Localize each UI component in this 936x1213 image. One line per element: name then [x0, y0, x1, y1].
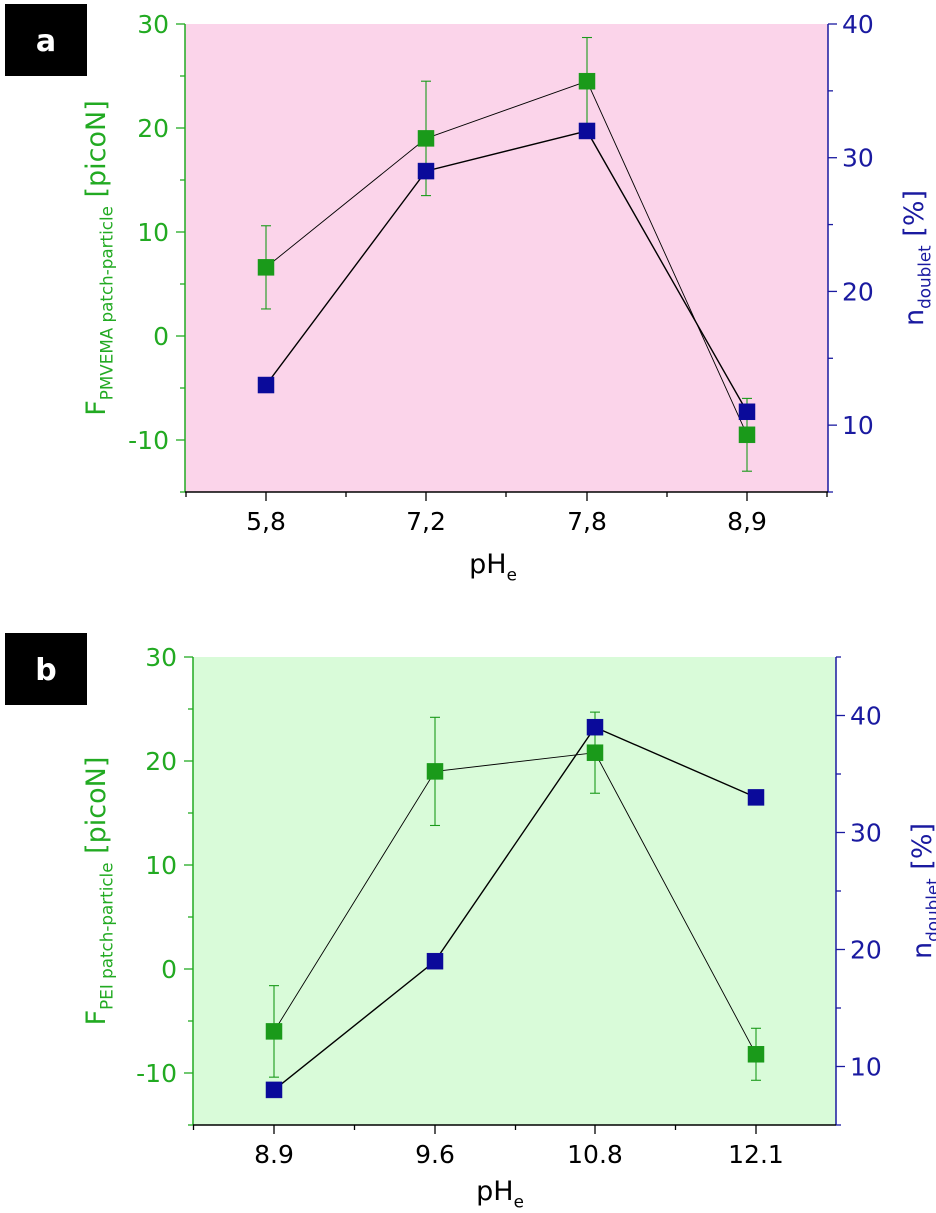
right-axis-label-unit: [%] — [899, 190, 930, 245]
data-point-right — [586, 718, 604, 736]
x-axis-label-main: pH — [476, 1176, 513, 1207]
right-axis-label: ndoublet [%] — [899, 190, 935, 326]
x-tick-label: 7,2 — [406, 507, 446, 536]
left-tick-label: -10 — [128, 426, 169, 455]
data-point-left — [417, 130, 435, 147]
right-axis-label-main: n — [899, 309, 930, 326]
right-tick-label: 10 — [842, 411, 874, 440]
series-line-left — [265, 80, 748, 435]
data-point-left — [426, 763, 444, 780]
left-tick-label: 0 — [153, 322, 169, 351]
x-axis-label: pHe — [476, 1176, 524, 1212]
x-tick-label: 7,8 — [567, 507, 607, 536]
x-axis-label-main: pH — [469, 549, 506, 580]
x-tick-label: 5,8 — [246, 507, 286, 536]
x-tick-label: 8,9 — [727, 507, 767, 536]
right-axis-label-group: ndoublet [%] — [907, 823, 936, 959]
left-tick-label: 10 — [145, 851, 177, 880]
left-tick-label: -10 — [136, 1059, 177, 1088]
x-tick-label: 8.9 — [254, 1140, 294, 1169]
series-line-left — [273, 752, 757, 1055]
right-tick-label: 20 — [842, 277, 874, 306]
right-tick-label: 30 — [842, 144, 874, 173]
left-axis-label: FPEI patch-particle [picoN] — [81, 757, 117, 1026]
right-tick-label: 30 — [850, 819, 882, 848]
x-axis-label: pHe — [469, 549, 517, 585]
chart-panel-b: b 30 20 10 0 -10 40 30 20 10 8.9 9.6 10.8 12.1 pHe FPEI… — [5, 633, 936, 1212]
plot-area — [193, 657, 836, 1125]
right-tick-label: 40 — [842, 10, 874, 39]
data-point-left — [257, 259, 275, 276]
series-line-right — [265, 130, 748, 413]
right-tick-label: 40 — [850, 702, 882, 731]
x-axis-label-sub: e — [514, 1192, 524, 1212]
panel-badge — [5, 4, 87, 76]
plot-area — [185, 24, 828, 492]
x-tick-label: 9.6 — [415, 1140, 455, 1169]
data-point-left — [265, 1023, 283, 1040]
left-tick-label: 20 — [145, 747, 177, 776]
left-axis-label-main: F — [81, 1010, 112, 1026]
left-axis-label-group: FPMVEMA patch-particle [picoN] — [81, 100, 117, 416]
left-tick-label: 10 — [137, 218, 169, 247]
data-point-right — [738, 403, 756, 421]
data-point-right — [426, 952, 444, 970]
data-point-right — [265, 1081, 283, 1099]
data-point-right — [578, 122, 596, 140]
left-axis-label-main: F — [81, 400, 112, 416]
data-point-left — [586, 744, 604, 761]
left-tick-label: 20 — [137, 114, 169, 143]
x-tick-label: 12.1 — [728, 1140, 784, 1169]
left-axis-label-sub: PEI patch-particle — [97, 863, 117, 1010]
right-axis-label-sub: doublet — [923, 878, 936, 942]
left-tick-label: 30 — [137, 10, 169, 39]
left-axis-label-unit: [picoN] — [81, 757, 112, 863]
series-line-right — [273, 726, 757, 1091]
data-point-left — [578, 72, 596, 90]
data-point-right — [417, 162, 435, 180]
left-axis-label-sub: PMVEMA patch-particle — [97, 206, 117, 400]
right-axis-label-group: ndoublet [%] — [899, 190, 935, 326]
x-axis-label-sub: e — [507, 565, 517, 585]
left-axis-label: FPMVEMA patch-particle [picoN] — [81, 100, 117, 416]
right-tick-label: 10 — [850, 1053, 882, 1082]
right-axis-label-sub: doublet — [915, 245, 935, 309]
right-axis-label: ndoublet [%] — [907, 823, 936, 959]
data-point-right — [747, 789, 765, 806]
left-tick-label: 30 — [145, 643, 177, 672]
right-tick-label: 20 — [850, 936, 882, 965]
data-point-left — [738, 426, 756, 444]
left-axis-label-group: FPEI patch-particle [picoN] — [81, 757, 117, 1026]
panel-label: a — [36, 24, 56, 59]
data-point-right — [257, 376, 275, 394]
data-point-left — [747, 1046, 765, 1063]
right-axis-label-main: n — [907, 942, 936, 959]
chart-panel-a: a 30 20 10 0 -10 40 30 20 10 5,8 7,2 7,8 8,9 pHe FPMVEM… — [5, 4, 935, 585]
left-tick-label: 0 — [161, 955, 177, 984]
right-axis-label-unit: [%] — [907, 823, 936, 878]
left-axis-label-unit: [picoN] — [81, 100, 112, 206]
panel-badge — [5, 633, 87, 705]
x-tick-label: 10.8 — [567, 1140, 623, 1169]
panel-label: b — [35, 653, 56, 688]
